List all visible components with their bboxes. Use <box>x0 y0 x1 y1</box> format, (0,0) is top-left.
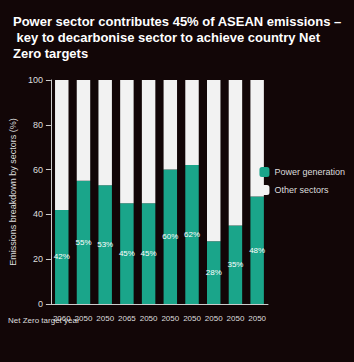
svg-text:35%: 35% <box>227 260 243 269</box>
svg-text:Net Zero target year: Net Zero target year <box>8 315 80 325</box>
svg-text:2050: 2050 <box>205 314 223 323</box>
svg-text:45%: 45% <box>141 249 157 258</box>
svg-text:20: 20 <box>33 254 43 264</box>
svg-text:2065: 2065 <box>118 314 136 323</box>
svg-text:62%: 62% <box>184 230 200 239</box>
svg-text:42%: 42% <box>54 252 70 261</box>
svg-text:Power sector contributes 45% o: Power sector contributes 45% of ASEAN em… <box>13 14 341 29</box>
svg-text:48%: 48% <box>249 246 265 255</box>
svg-text:53%: 53% <box>97 240 113 249</box>
svg-text:45%: 45% <box>119 249 135 258</box>
svg-text:Other sectors: Other sectors <box>274 185 329 195</box>
svg-text:Zero targets: Zero targets <box>13 46 88 61</box>
svg-text:60%: 60% <box>162 232 178 241</box>
svg-text:80: 80 <box>33 120 43 130</box>
svg-text:2050: 2050 <box>183 314 201 323</box>
svg-text:Power generation: Power generation <box>274 167 345 177</box>
svg-text:2050: 2050 <box>96 314 114 323</box>
svg-text:2050: 2050 <box>161 314 179 323</box>
svg-text:2060: 2060 <box>53 314 71 323</box>
svg-text:key to decarbonise sector to a: key to decarbonise sector to achieve cou… <box>13 30 324 45</box>
svg-text:60: 60 <box>33 165 43 175</box>
svg-text:100: 100 <box>28 75 43 85</box>
svg-text:2050: 2050 <box>140 314 158 323</box>
svg-text:28%: 28% <box>206 268 222 277</box>
svg-text:40: 40 <box>33 209 43 219</box>
svg-text:Emissions breakdown by sectors: Emissions breakdown by sectors (%) <box>8 118 18 266</box>
svg-text:2050: 2050 <box>227 314 245 323</box>
svg-text:2050: 2050 <box>248 314 266 323</box>
svg-text:55%: 55% <box>75 238 91 247</box>
svg-text:0: 0 <box>38 299 43 309</box>
svg-text:2050: 2050 <box>75 314 93 323</box>
